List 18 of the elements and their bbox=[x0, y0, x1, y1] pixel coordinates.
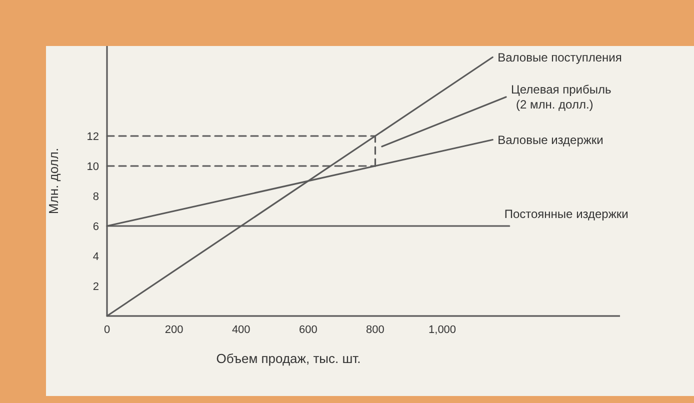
y-tick-label: 4 bbox=[92, 251, 99, 263]
x-tick-label: 1,000 bbox=[428, 324, 456, 336]
x-tick-label: 200 bbox=[164, 324, 184, 336]
x-axis-title: Объем продаж, тыс. шт. bbox=[216, 351, 361, 366]
series-label: Валовые поступления bbox=[498, 50, 622, 64]
y-axis-title: Млн. долл. bbox=[46, 148, 61, 214]
y-tick-label: 12 bbox=[86, 131, 99, 143]
series-label: Целевая прибыль (2 млн. долл.) bbox=[511, 82, 612, 112]
y-tick-label: 10 bbox=[86, 161, 99, 173]
x-tick-label: 0 bbox=[104, 324, 110, 336]
y-tick-label: 8 bbox=[92, 191, 99, 203]
y-tick-label: 2 bbox=[92, 281, 99, 293]
y-tick-label: 6 bbox=[92, 221, 99, 233]
x-tick-label: 800 bbox=[366, 324, 384, 336]
x-tick-label: 400 bbox=[232, 324, 250, 336]
series-label: Валовые издержки bbox=[498, 132, 604, 147]
x-tick-label: 600 bbox=[298, 324, 318, 336]
series-label: Постоянные издержки bbox=[504, 207, 628, 221]
